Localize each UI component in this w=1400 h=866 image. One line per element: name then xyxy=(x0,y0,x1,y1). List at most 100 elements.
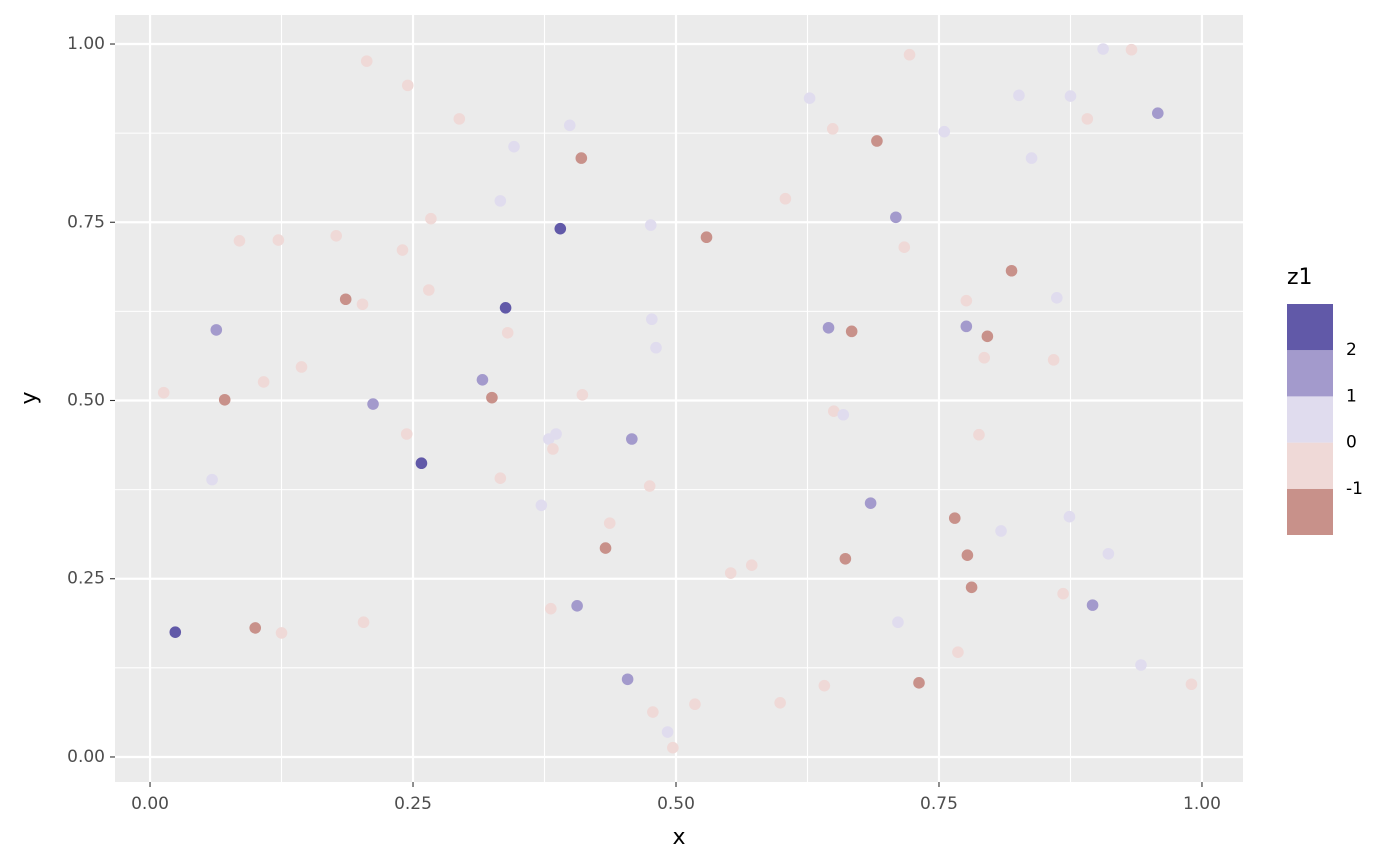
point xyxy=(422,284,435,296)
point xyxy=(774,696,786,709)
point xyxy=(157,386,170,399)
point xyxy=(803,92,816,105)
point xyxy=(330,230,343,242)
point xyxy=(1097,43,1109,55)
point xyxy=(508,140,520,153)
point xyxy=(476,374,489,386)
points xyxy=(157,43,1198,754)
point xyxy=(1102,547,1115,560)
point xyxy=(554,222,567,235)
point xyxy=(864,497,877,509)
point xyxy=(339,293,352,306)
point xyxy=(206,473,218,486)
point xyxy=(1081,113,1094,125)
point xyxy=(275,627,288,639)
point xyxy=(960,320,973,333)
point xyxy=(948,512,961,524)
point xyxy=(599,542,612,554)
point xyxy=(1086,599,1099,611)
point xyxy=(647,706,659,718)
point xyxy=(960,294,973,307)
point xyxy=(501,326,514,339)
point xyxy=(575,152,588,164)
point xyxy=(973,428,985,441)
point xyxy=(965,581,978,594)
point xyxy=(913,677,925,689)
point xyxy=(818,679,831,692)
point xyxy=(1135,659,1147,671)
point xyxy=(689,698,701,711)
point xyxy=(667,741,679,754)
point xyxy=(396,244,409,256)
point xyxy=(1025,152,1038,164)
point xyxy=(547,443,559,455)
point xyxy=(210,324,223,336)
point xyxy=(981,330,994,343)
point xyxy=(827,405,840,417)
y-tick-label: 0.00 xyxy=(67,747,105,767)
y-tick-label: 0.25 xyxy=(67,569,105,589)
point xyxy=(1051,292,1063,304)
point xyxy=(535,499,548,512)
point xyxy=(571,600,583,612)
point xyxy=(453,113,466,125)
point xyxy=(494,195,507,207)
point xyxy=(903,48,916,61)
point xyxy=(826,123,839,135)
point xyxy=(257,376,270,388)
point xyxy=(845,325,858,338)
point xyxy=(1057,587,1069,600)
point xyxy=(249,622,262,634)
point xyxy=(779,192,792,205)
point xyxy=(603,517,616,529)
x-tick-label: 0.50 xyxy=(657,794,695,814)
y-tick-label: 1.00 xyxy=(67,34,105,54)
x-tick-label: 0.00 xyxy=(131,794,169,814)
point xyxy=(545,602,557,615)
y-tick-label: 0.75 xyxy=(67,212,105,232)
point xyxy=(938,125,951,138)
point xyxy=(1063,510,1076,523)
x-tick-label: 1.00 xyxy=(1183,794,1221,814)
point xyxy=(892,616,904,629)
point xyxy=(822,321,835,334)
legend-title: z1 xyxy=(1287,265,1313,290)
point xyxy=(499,302,512,314)
legend-key xyxy=(1287,396,1333,443)
point xyxy=(360,55,373,67)
point xyxy=(646,313,658,326)
legend-key xyxy=(1287,304,1333,351)
point xyxy=(357,616,370,629)
point xyxy=(1185,678,1198,691)
point xyxy=(643,480,656,492)
point xyxy=(272,234,285,246)
y-axis-title: y xyxy=(17,391,42,404)
point xyxy=(890,211,902,224)
point xyxy=(1064,90,1077,102)
point xyxy=(724,567,737,579)
legend-label: 0 xyxy=(1346,433,1357,453)
legend-key xyxy=(1287,350,1333,397)
point xyxy=(1125,43,1138,56)
point xyxy=(356,298,369,311)
point xyxy=(952,646,964,658)
point xyxy=(400,428,413,440)
point xyxy=(486,391,498,404)
point xyxy=(621,673,634,686)
point xyxy=(1005,264,1018,277)
y-tick-label: 0.50 xyxy=(67,390,105,410)
point xyxy=(563,119,576,132)
point xyxy=(650,341,662,354)
point xyxy=(898,241,911,254)
point xyxy=(576,388,589,401)
point xyxy=(295,361,308,373)
point xyxy=(661,726,674,738)
point xyxy=(644,219,657,231)
point xyxy=(837,408,850,421)
grid xyxy=(115,15,1243,782)
point xyxy=(415,457,428,470)
point xyxy=(367,398,379,410)
point xyxy=(233,234,246,247)
legend-key xyxy=(1287,442,1333,489)
point xyxy=(425,212,437,225)
